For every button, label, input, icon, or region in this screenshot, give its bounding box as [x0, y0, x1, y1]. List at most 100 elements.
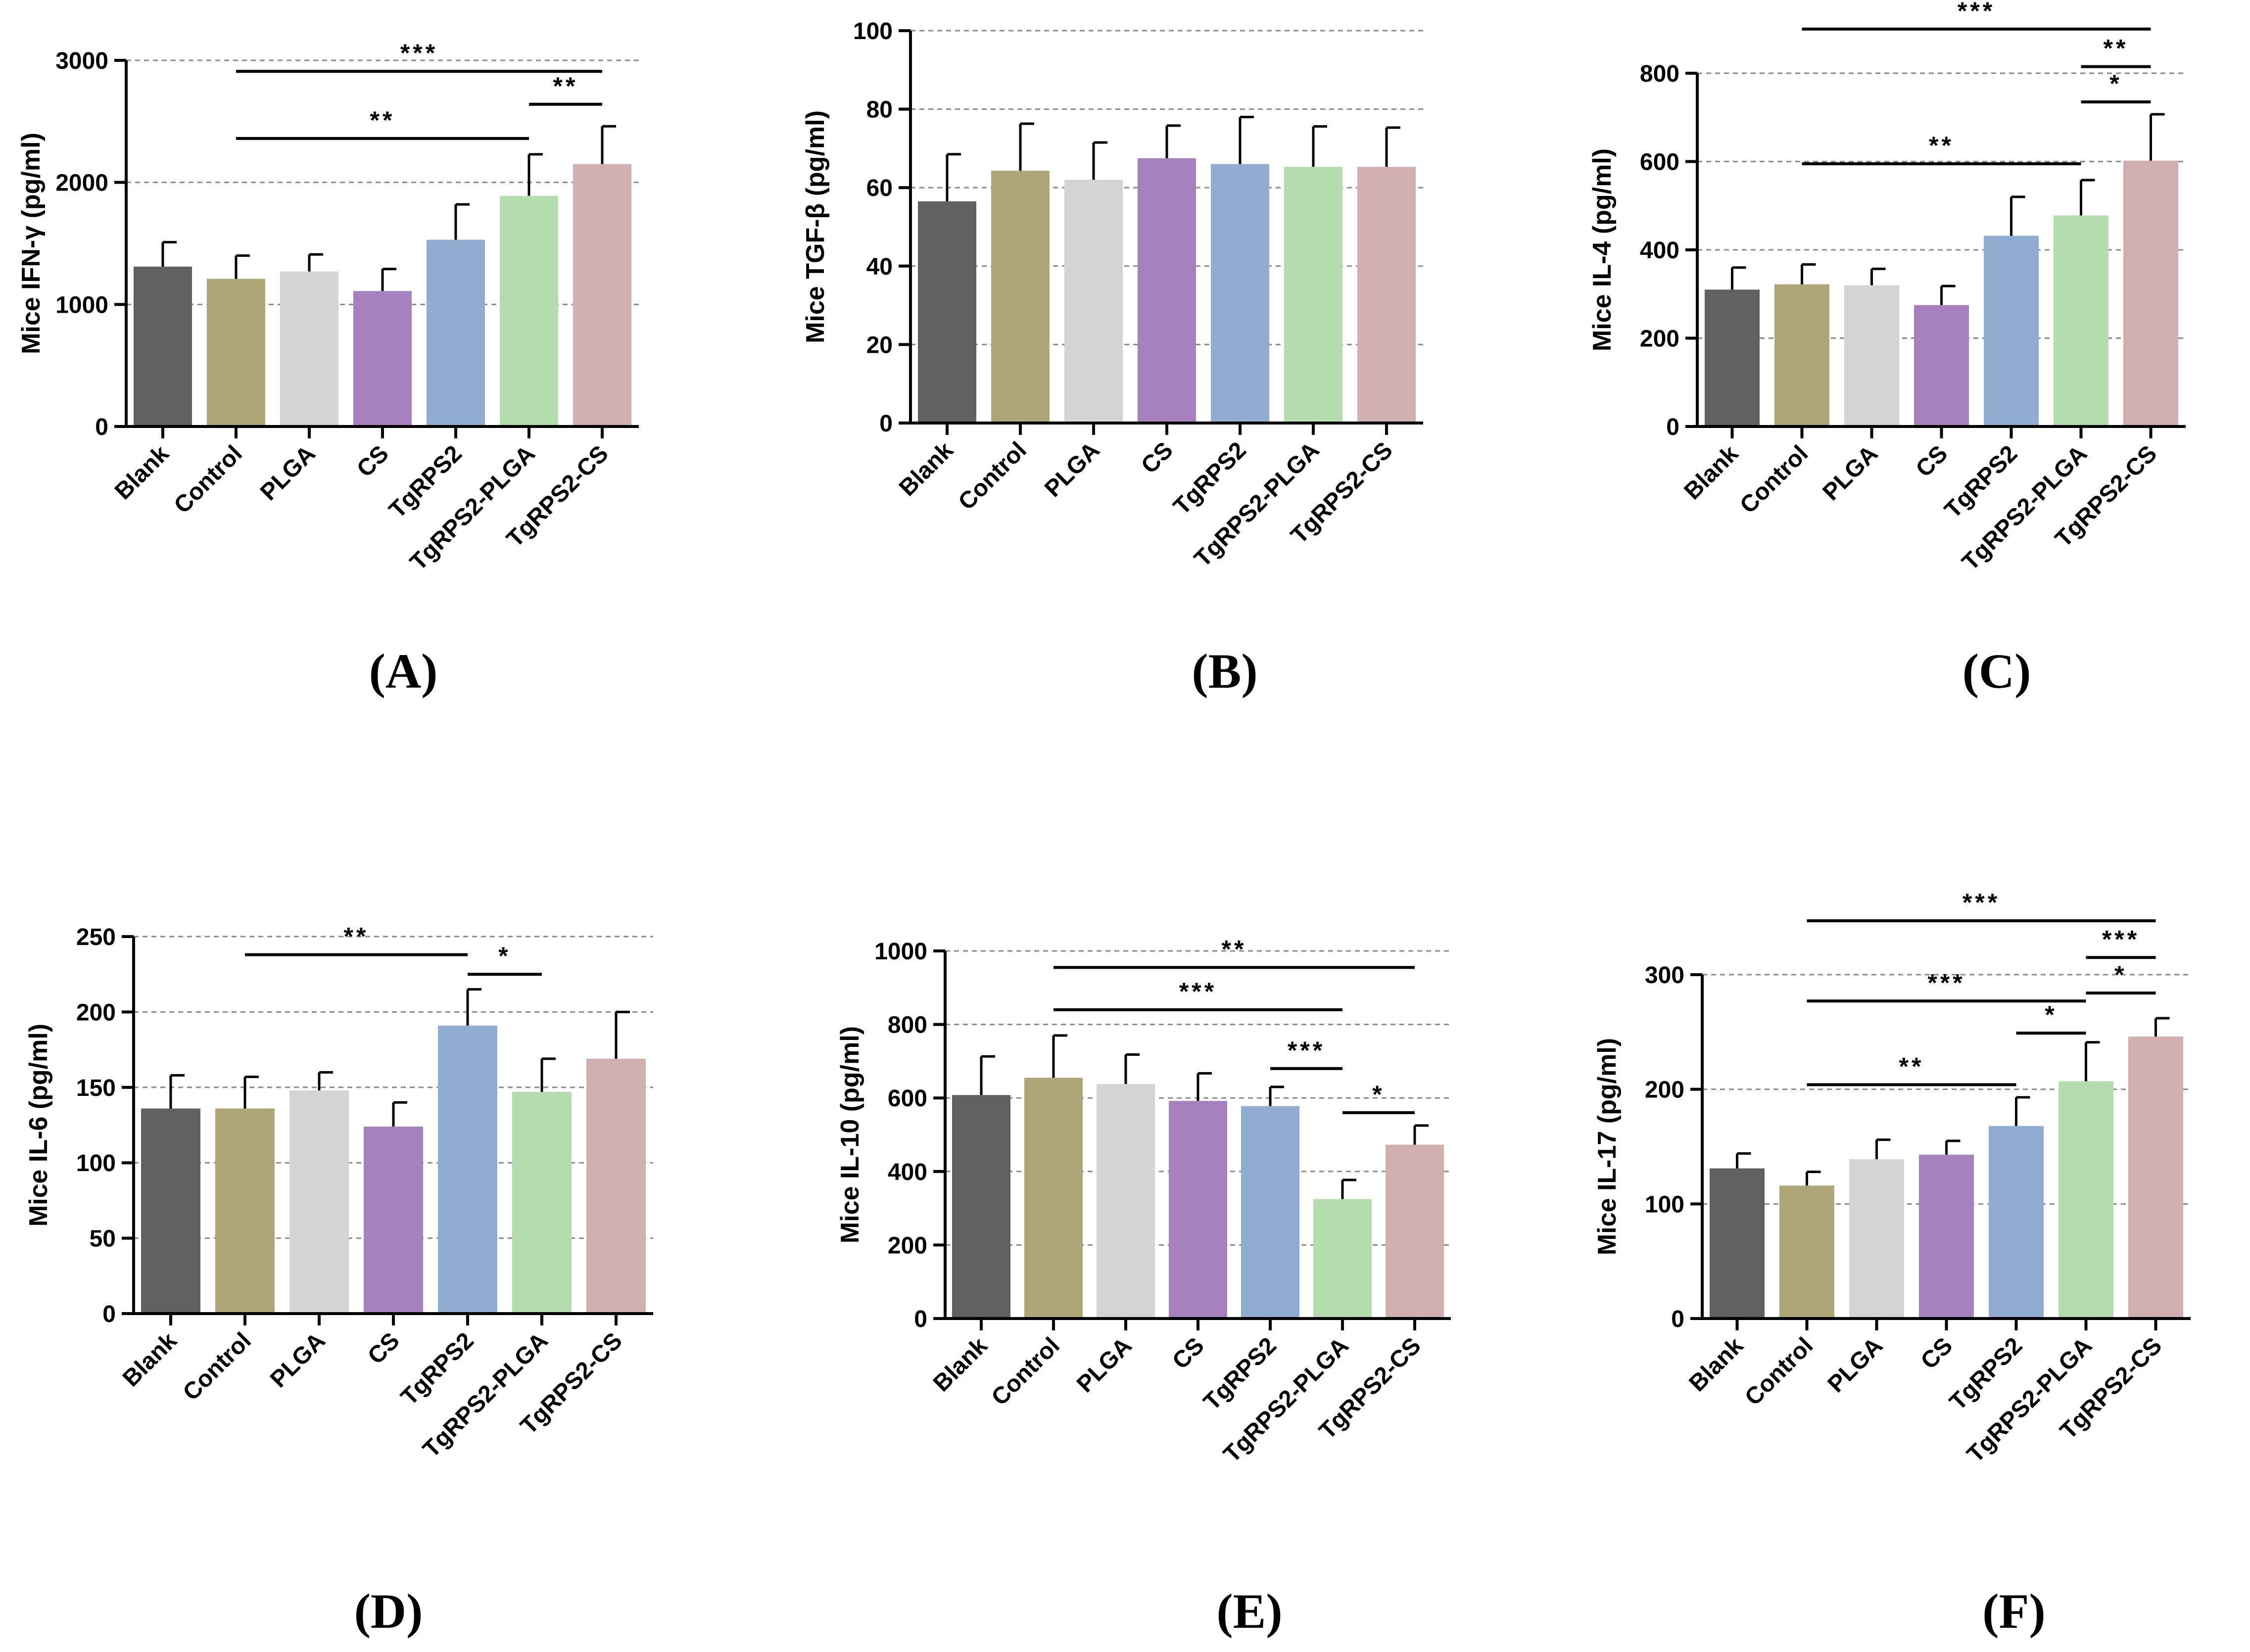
y-tick-label: 600 [1640, 149, 1679, 176]
x-tick-label: Blank [110, 440, 174, 505]
y-tick-label: 100 [76, 1150, 116, 1177]
x-tick-label: Control [1735, 440, 1813, 519]
y-axis-title: Mice IL-10 (pg/ml) [836, 1026, 864, 1243]
y-axis-title: Mice TGF-β (pg/ml) [801, 110, 830, 343]
x-tick-label: Control [169, 440, 247, 519]
y-tick-label: 3000 [55, 48, 108, 74]
y-tick-label: 800 [888, 1012, 927, 1038]
x-tick-label: Control [954, 437, 1032, 515]
bar-plga [1849, 1159, 1904, 1319]
significance-label: * [1372, 1081, 1385, 1108]
x-tick-label: TgRPS2-PLGA [1219, 1332, 1354, 1467]
significance-label: *** [1927, 969, 1965, 996]
x-tick-label: Control [178, 1327, 256, 1406]
bar-control [207, 279, 265, 426]
bar-plga [280, 271, 338, 426]
y-tick-label: 800 [1640, 61, 1679, 87]
y-tick-label: 200 [1645, 1077, 1684, 1103]
x-tick-label: Blank [1679, 440, 1743, 505]
y-tick-label: 20 [866, 332, 893, 358]
y-tick-label: 1000 [874, 939, 927, 965]
bar-tgrps2-plga [2059, 1081, 2113, 1319]
y-tick-label: 0 [1666, 414, 1679, 440]
bar-tgrps2 [427, 239, 485, 426]
significance-label: * [2114, 961, 2127, 989]
x-tick-label: TgRPS2-PLGA [1957, 440, 2092, 575]
y-tick-label: 100 [1645, 1191, 1684, 1218]
bar-blank [1710, 1168, 1765, 1319]
y-tick-label: 40 [866, 254, 893, 280]
bar-plga [1844, 285, 1899, 426]
x-tick-label: PLGA [1823, 1332, 1888, 1398]
bar-tgrps2 [1211, 164, 1269, 423]
x-tick-label: TgRPS2-PLGA [418, 1327, 553, 1463]
y-tick-label: 50 [90, 1226, 116, 1252]
bar-tgrps2-plga [2054, 215, 2108, 426]
bar-blank [952, 1095, 1010, 1319]
bar-cs [353, 291, 412, 426]
bar-control [1024, 1078, 1083, 1319]
x-tick-label: CS [1167, 1332, 1209, 1374]
panel-label: (D) [354, 1584, 423, 1639]
bar-cs [1914, 305, 1969, 426]
bar-tgrps2-plga [1313, 1199, 1372, 1319]
bar-tgrps2-plga [1284, 167, 1342, 423]
x-tick-label: CS [352, 440, 394, 482]
y-tick-label: 0 [95, 414, 108, 440]
x-tick-label: CS [1911, 440, 1953, 482]
y-tick-label: 300 [1645, 962, 1684, 989]
x-tick-label: Control [1740, 1332, 1818, 1411]
y-tick-label: 600 [888, 1086, 927, 1112]
x-tick-label: CS [1916, 1332, 1958, 1374]
bar-tgrps2-cs [1357, 167, 1416, 423]
bar-control [991, 171, 1050, 423]
bar-plga [289, 1090, 349, 1314]
panel-label: (E) [1216, 1584, 1282, 1639]
y-tick-label: 400 [1640, 237, 1679, 264]
y-tick-label: 200 [76, 999, 116, 1026]
bar-tgrps2-cs [586, 1058, 646, 1314]
y-axis-title: Mice IL-4 (pg/ml) [1588, 148, 1617, 351]
x-tick-label: PLGA [265, 1327, 331, 1393]
x-tick-label: Blank [928, 1332, 993, 1397]
bar-tgrps2-cs [573, 164, 631, 427]
bar-tgrps2 [1989, 1126, 2044, 1319]
y-tick-label: 0 [1671, 1306, 1684, 1332]
significance-label: ** [1899, 1052, 1924, 1080]
bar-cs [1138, 158, 1196, 424]
bar-tgrps2-cs [2128, 1037, 2183, 1319]
y-tick-label: 0 [914, 1306, 927, 1332]
panel-label: (B) [1192, 644, 1257, 699]
bar-tgrps2-plga [512, 1091, 572, 1314]
significance-label: * [2045, 1001, 2057, 1029]
x-tick-label: Blank [1684, 1332, 1748, 1397]
y-tick-label: 1000 [55, 292, 108, 318]
bar-tgrps2-cs [1386, 1144, 1444, 1319]
x-tick-label: PLGA [1818, 440, 1883, 506]
significance-label: *** [1179, 978, 1217, 1005]
panel-label: (F) [1982, 1584, 2046, 1639]
significance-label: ** [2104, 35, 2129, 62]
significance-label: ** [553, 72, 578, 100]
significance-label: ** [370, 106, 395, 134]
y-tick-label: 60 [866, 175, 893, 201]
bar-plga [1064, 180, 1123, 423]
bar-cs [364, 1127, 423, 1314]
significance-label: * [2109, 70, 2122, 97]
y-tick-label: 400 [888, 1159, 927, 1185]
significance-label: ** [1222, 935, 1247, 963]
significance-label: * [498, 942, 511, 970]
bar-tgrps2 [438, 1025, 497, 1314]
x-tick-label: TgRPS2-PLGA [405, 440, 540, 575]
y-tick-label: 250 [76, 924, 116, 950]
x-tick-label: Control [987, 1332, 1065, 1411]
panel-label: (C) [1963, 644, 2031, 699]
bar-tgrps2 [1241, 1106, 1299, 1319]
y-tick-label: 0 [102, 1301, 116, 1327]
